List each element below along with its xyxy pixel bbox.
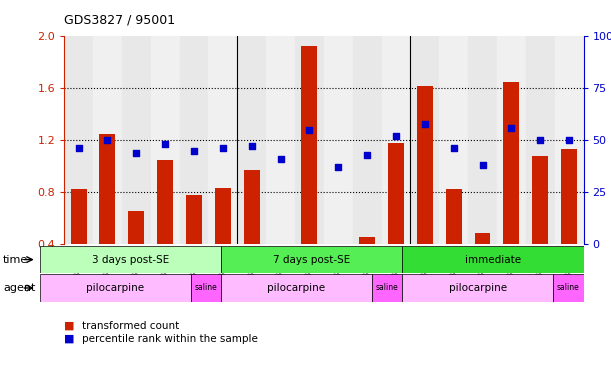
Bar (273, 244, 288, 280)
Bar (40, 274, 191, 302)
Bar (439, 36, 468, 244)
Point (247, 143, 257, 149)
Bar (221, 246, 402, 273)
Point (448, 146, 458, 152)
Bar (554, 274, 584, 302)
Bar (208, 36, 237, 244)
Bar (359, 237, 375, 244)
Bar (215, 188, 231, 244)
Point (218, 146, 228, 152)
Bar (526, 36, 555, 244)
Bar (64, 36, 93, 244)
Text: GDS3827 / 95001: GDS3827 / 95001 (64, 13, 175, 26)
Bar (555, 36, 584, 244)
Bar (221, 274, 372, 302)
Bar (497, 36, 526, 244)
Bar (151, 36, 180, 244)
Bar (446, 189, 461, 244)
Point (276, 156, 285, 162)
Bar (475, 233, 491, 244)
Point (478, 162, 488, 168)
Bar (244, 170, 260, 244)
Bar (381, 36, 411, 244)
Point (507, 125, 516, 131)
Point (103, 137, 112, 143)
Bar (40, 246, 221, 273)
Bar (122, 36, 151, 244)
Bar (353, 36, 381, 244)
Bar (372, 274, 402, 302)
Bar (237, 36, 266, 244)
Bar (402, 274, 554, 302)
Bar (324, 36, 353, 244)
Bar (468, 36, 497, 244)
Text: agent: agent (3, 283, 35, 293)
Text: 3 days post-SE: 3 days post-SE (92, 255, 169, 265)
Bar (532, 156, 548, 244)
Bar (100, 134, 115, 244)
Bar (266, 36, 295, 244)
Text: time: time (3, 255, 28, 265)
Text: saline: saline (557, 283, 580, 293)
Bar (388, 143, 404, 244)
Point (160, 141, 170, 147)
Bar (411, 36, 439, 244)
Text: pilocarpine: pilocarpine (268, 283, 326, 293)
Point (304, 127, 314, 133)
Text: pilocarpine: pilocarpine (86, 283, 144, 293)
Point (362, 152, 372, 158)
Text: 7 days post-SE: 7 days post-SE (273, 255, 350, 265)
Bar (186, 195, 202, 244)
Bar (561, 149, 577, 244)
Bar (93, 36, 122, 244)
Text: pilocarpine: pilocarpine (448, 283, 507, 293)
Bar (180, 36, 208, 244)
Point (535, 137, 545, 143)
Bar (191, 274, 221, 302)
Text: ■: ■ (64, 321, 75, 331)
Bar (71, 189, 87, 244)
Bar (417, 86, 433, 244)
Bar (295, 36, 324, 244)
Point (74, 146, 84, 152)
Text: transformed count: transformed count (82, 321, 180, 331)
Bar (402, 246, 584, 273)
Bar (157, 160, 173, 244)
Bar (301, 46, 317, 244)
Point (391, 133, 401, 139)
Bar (503, 82, 519, 244)
Text: percentile rank within the sample: percentile rank within the sample (82, 334, 258, 344)
Point (189, 147, 199, 154)
Text: immediate: immediate (465, 255, 521, 265)
Point (334, 164, 343, 170)
Text: saline: saline (376, 283, 398, 293)
Bar (128, 212, 144, 244)
Point (564, 137, 574, 143)
Text: ■: ■ (64, 334, 75, 344)
Text: saline: saline (194, 283, 218, 293)
Point (420, 121, 430, 127)
Point (131, 149, 141, 156)
